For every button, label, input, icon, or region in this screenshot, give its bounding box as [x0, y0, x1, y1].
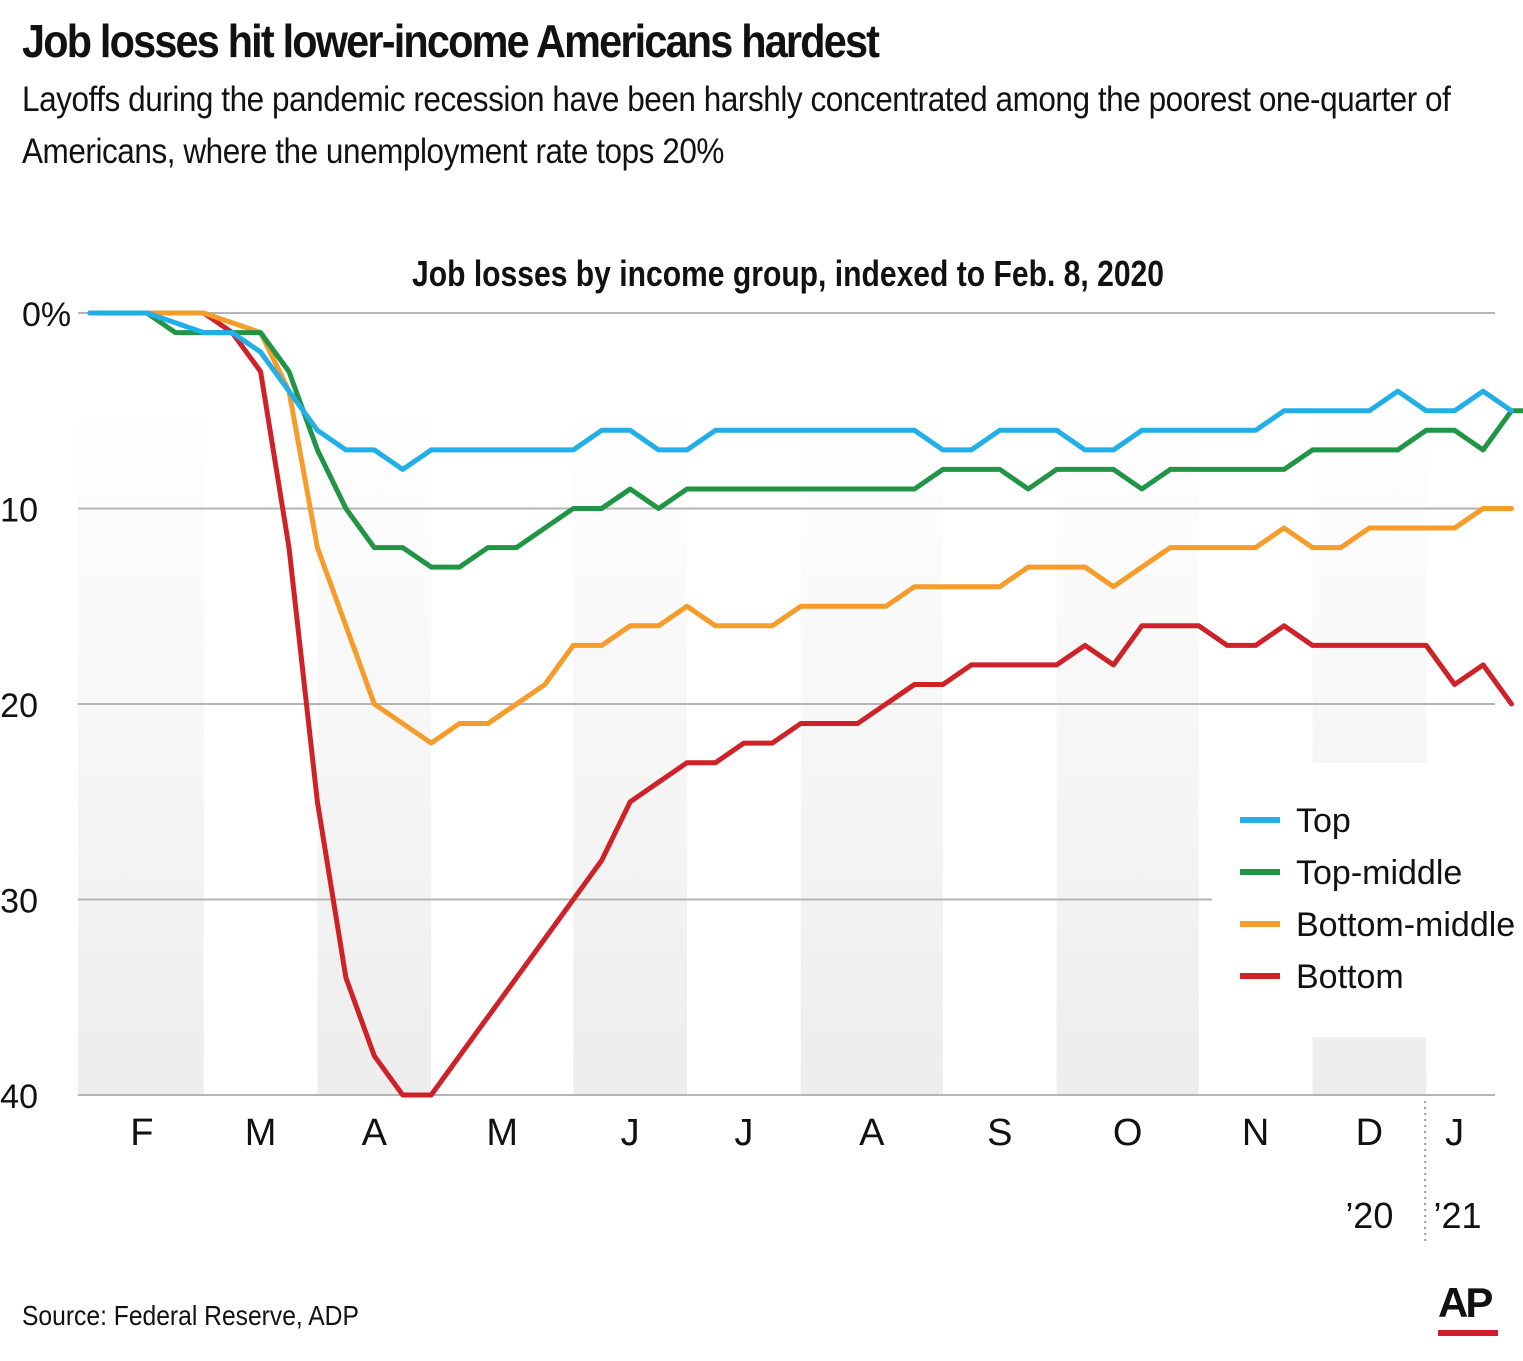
month-bands [78, 403, 1429, 1095]
x-tick-label: J [1445, 1112, 1464, 1154]
ap-logo-text: AP [1438, 1279, 1493, 1326]
year-label: ’20 [1345, 1195, 1393, 1236]
x-tick-label: F [130, 1112, 153, 1154]
x-tick-label: J [734, 1112, 753, 1154]
series-line-top [87, 310, 1514, 472]
source-note: Source: Federal Reserve, ADP [22, 1300, 359, 1331]
series-line-bottom-middle [87, 310, 1514, 746]
x-tick-label: O [1113, 1112, 1143, 1154]
legend: Top Top-middle Bottom-middle Bottom [1240, 802, 1515, 996]
ap-logo-bar [1438, 1330, 1498, 1336]
legend-label: Top-middle [1296, 854, 1462, 892]
month-band [1056, 403, 1199, 1095]
legend-backdrop [1310, 763, 1429, 1037]
page-title: Job losses hit lower-income Americans ha… [22, 15, 880, 67]
x-tick-label: M [245, 1112, 277, 1154]
y-tick-label: -10 [0, 492, 38, 530]
month-band [317, 403, 432, 1095]
ap-logo: AP [1438, 1282, 1498, 1336]
series-line-top-middle [87, 310, 1523, 570]
year-label: ’21 [1433, 1195, 1481, 1236]
legend-label: Bottom [1296, 958, 1404, 996]
x-axis-labels: F M A M J J A S O N D J ’20 ’21 [130, 1112, 1481, 1236]
month-band [78, 403, 204, 1095]
series-line-bottom [87, 310, 1514, 1098]
x-tick-label: A [362, 1112, 388, 1154]
gridlines [78, 312, 1495, 1245]
x-tick-label: D [1356, 1112, 1383, 1154]
month-band [573, 403, 688, 1095]
x-tick-label: S [987, 1112, 1012, 1154]
series-lines [87, 310, 1523, 1098]
legend-label: Top [1296, 802, 1351, 840]
x-tick-label: J [621, 1112, 640, 1154]
y-tick-label: -20 [0, 687, 38, 725]
y-axis-labels: 0% -10 -20 -30 -40 [0, 296, 71, 1116]
chart-title: Job losses by income group, indexed to F… [412, 253, 1164, 294]
x-tick-label: A [859, 1112, 885, 1154]
page-subtitle: Layoffs during the pandemic recession ha… [22, 80, 1451, 171]
y-tick-label: 0% [22, 296, 71, 334]
y-tick-label: -30 [0, 883, 38, 921]
legend-label: Bottom-middle [1296, 906, 1515, 944]
x-tick-label: M [486, 1112, 518, 1154]
x-tick-label: N [1242, 1112, 1269, 1154]
month-band [800, 403, 943, 1095]
y-tick-label: -40 [0, 1078, 38, 1116]
